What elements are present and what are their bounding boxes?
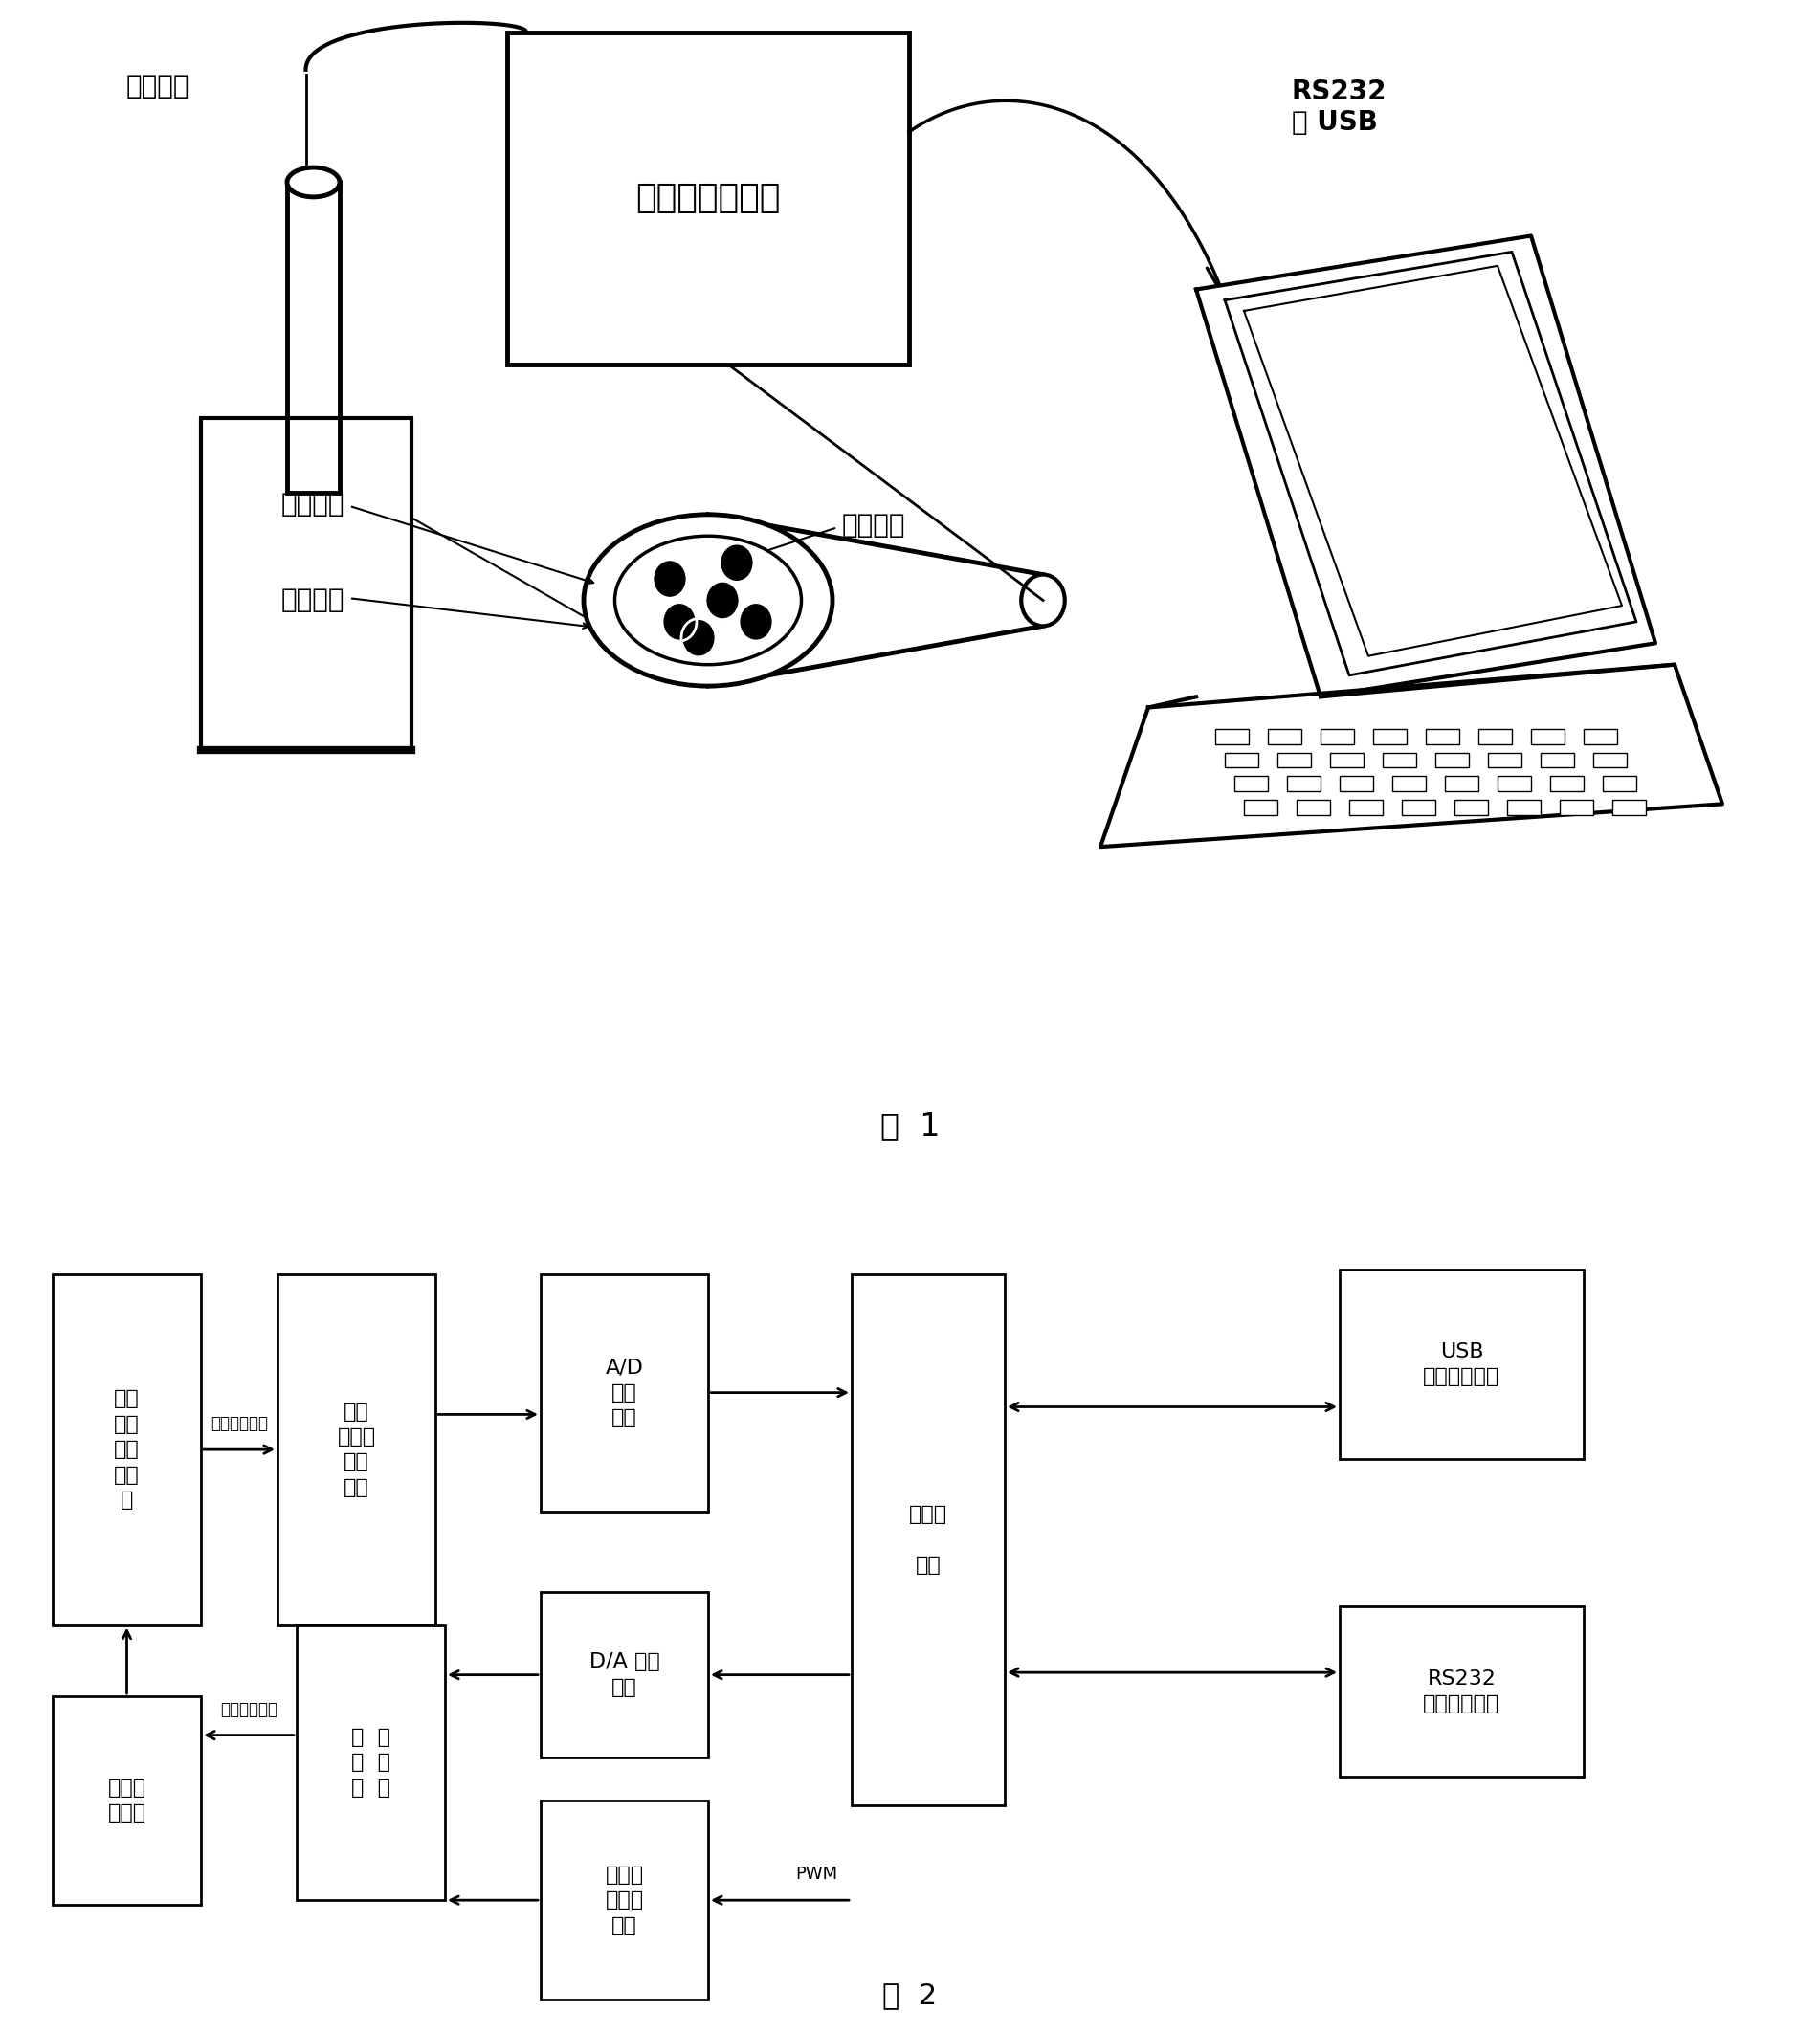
Bar bbox=[1540, 752, 1574, 768]
Bar bbox=[1478, 730, 1512, 744]
Bar bbox=[541, 1592, 708, 1759]
Bar bbox=[1216, 730, 1249, 744]
Bar bbox=[852, 1275, 1005, 1805]
Text: USB
通讯模块模块: USB 通讯模块模块 bbox=[1423, 1342, 1500, 1387]
Bar bbox=[1321, 730, 1354, 744]
Bar bbox=[1234, 777, 1269, 791]
Bar bbox=[1425, 730, 1460, 744]
Text: 化学电
极接口: 化学电 极接口 bbox=[107, 1779, 146, 1824]
Bar bbox=[1340, 777, 1372, 791]
Bar bbox=[1445, 777, 1478, 791]
Bar bbox=[541, 1801, 708, 2000]
Circle shape bbox=[681, 618, 715, 657]
Text: 电极阵列: 电极阵列 bbox=[126, 73, 189, 100]
Bar bbox=[1278, 752, 1310, 768]
Text: A/D
转换
电路: A/D 转换 电路 bbox=[606, 1358, 644, 1427]
Bar bbox=[1225, 752, 1258, 768]
Text: 高频脉
冲调幅
电路: 高频脉 冲调幅 电路 bbox=[606, 1866, 644, 1935]
Text: 图  2: 图 2 bbox=[883, 1982, 937, 2009]
Text: D/A 转换
电路: D/A 转换 电路 bbox=[590, 1653, 659, 1698]
Text: 工作电极: 工作电极 bbox=[843, 512, 906, 539]
Text: RS232
或 USB: RS232 或 USB bbox=[1292, 79, 1387, 136]
Circle shape bbox=[662, 602, 697, 640]
Polygon shape bbox=[1101, 665, 1722, 848]
Bar bbox=[541, 1275, 708, 1511]
Ellipse shape bbox=[615, 537, 801, 665]
Bar bbox=[1383, 752, 1416, 768]
Text: 参比电极: 参比电极 bbox=[280, 490, 344, 516]
Bar bbox=[1287, 777, 1321, 791]
Text: 辅助电极: 辅助电极 bbox=[280, 588, 344, 614]
Text: PWM: PWM bbox=[795, 1866, 837, 1883]
Bar bbox=[1603, 777, 1636, 791]
Text: 响应电流信号: 响应电流信号 bbox=[211, 1415, 268, 1433]
Text: RS232
串口通讯模块: RS232 串口通讯模块 bbox=[1423, 1669, 1500, 1714]
Circle shape bbox=[704, 581, 739, 620]
Bar bbox=[1340, 1606, 1583, 1777]
Bar bbox=[1507, 799, 1540, 815]
Bar bbox=[1243, 799, 1278, 815]
Bar bbox=[1296, 799, 1330, 815]
Circle shape bbox=[719, 543, 753, 581]
Ellipse shape bbox=[1021, 575, 1065, 626]
Text: 宽频脉冲扫描仪: 宽频脉冲扫描仪 bbox=[635, 183, 781, 215]
Text: 模  拟
多  路
开  关: 模 拟 多 路 开 关 bbox=[351, 1728, 391, 1797]
Circle shape bbox=[653, 559, 686, 598]
Bar bbox=[53, 1275, 200, 1624]
Bar bbox=[277, 1275, 435, 1624]
Bar bbox=[200, 419, 411, 750]
Text: 脉冲扫描信号: 脉冲扫描信号 bbox=[220, 1702, 277, 1718]
Bar bbox=[1454, 799, 1489, 815]
Bar bbox=[1392, 777, 1425, 791]
Bar bbox=[1269, 730, 1301, 744]
Bar bbox=[1372, 730, 1407, 744]
Polygon shape bbox=[1196, 236, 1656, 697]
Bar bbox=[1489, 752, 1522, 768]
Bar bbox=[297, 1624, 444, 1901]
Bar bbox=[508, 33, 908, 364]
Text: 图  1: 图 1 bbox=[881, 1110, 939, 1141]
Bar bbox=[1583, 730, 1618, 744]
Bar bbox=[1551, 777, 1583, 791]
Bar bbox=[1498, 777, 1531, 791]
Bar bbox=[1592, 752, 1627, 768]
Bar bbox=[1330, 752, 1363, 768]
Ellipse shape bbox=[288, 167, 340, 197]
Bar bbox=[1401, 799, 1436, 815]
Circle shape bbox=[739, 602, 774, 640]
Bar bbox=[1349, 799, 1383, 815]
Text: 单片机

电路: 单片机 电路 bbox=[908, 1504, 948, 1574]
Bar bbox=[1340, 1269, 1583, 1460]
Text: 电流
电压
转换
电路
器: 电流 电压 转换 电路 器 bbox=[115, 1389, 140, 1511]
Bar bbox=[53, 1696, 200, 1905]
Text: 程控
放大、
滤波
电路: 程控 放大、 滤波 电路 bbox=[337, 1403, 375, 1496]
Bar bbox=[1531, 730, 1565, 744]
Bar bbox=[1560, 799, 1592, 815]
Ellipse shape bbox=[584, 514, 832, 685]
Bar bbox=[1613, 799, 1645, 815]
Bar bbox=[1436, 752, 1469, 768]
